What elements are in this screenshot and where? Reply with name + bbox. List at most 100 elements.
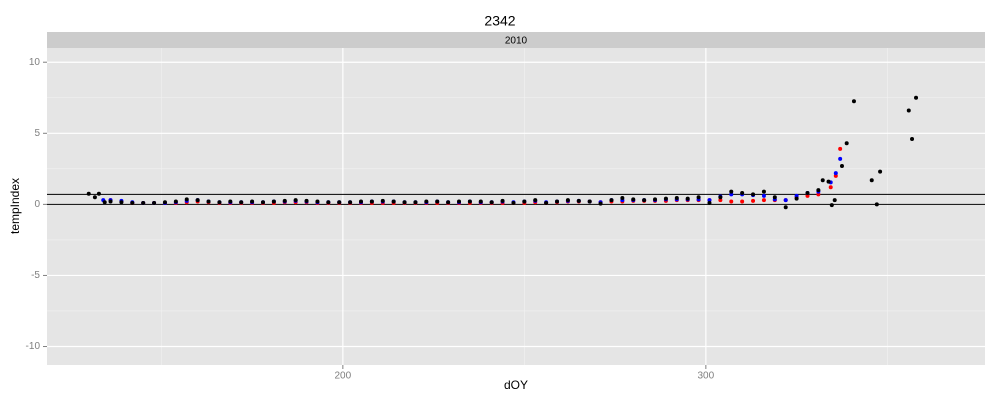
point [141,200,146,205]
point [173,199,178,204]
point [761,193,766,198]
panel [47,48,985,365]
point [914,95,919,100]
point [130,200,135,205]
point [260,200,265,205]
point [348,200,353,205]
point [271,199,276,204]
point [707,200,712,205]
point [489,200,494,205]
point [805,193,810,198]
point [794,193,799,198]
point [402,200,407,205]
point [96,191,101,196]
point [500,198,505,203]
point [844,141,849,146]
point [217,200,222,205]
point [829,203,834,208]
y-tick-label: -5 [31,270,40,281]
point [478,199,483,204]
point [239,200,244,205]
point [86,191,91,196]
point [674,195,679,200]
point [833,171,838,176]
point [838,146,843,151]
point [761,198,766,203]
point [293,198,298,203]
point [826,179,831,184]
point [565,198,570,203]
point [162,200,167,205]
point [707,198,712,203]
point [250,199,255,204]
point [102,200,107,205]
point [544,200,549,205]
point [511,200,516,205]
point [228,199,233,204]
point [878,169,883,174]
x-tick-label: 300 [698,371,715,382]
point [653,197,658,202]
point [620,195,625,200]
point [740,190,745,195]
point [910,136,915,141]
point [718,198,723,203]
point [851,99,856,104]
point [685,196,690,201]
point [729,199,734,204]
point [828,185,833,190]
point [839,163,844,168]
point [576,198,581,203]
point [838,156,843,161]
point [729,192,734,197]
point [794,196,799,201]
y-tick-label: 0 [34,199,40,210]
point [446,200,451,205]
point [435,199,440,204]
facet-strip [47,32,985,48]
point [195,198,200,203]
point [358,199,363,204]
point [869,178,874,183]
point [820,178,825,183]
point [457,199,462,204]
point [772,195,777,200]
y-tick-label: 10 [29,57,41,68]
point [413,200,418,205]
point [751,192,756,197]
point [906,108,911,113]
point [282,198,287,203]
point [816,192,821,197]
y-tick-label: -10 [26,341,41,352]
point [337,200,342,205]
y-axis-title: tempIndex [8,178,22,234]
point [832,198,837,203]
point [598,201,603,206]
point [696,195,701,200]
x-axis-title: dOY [504,378,528,392]
point [609,198,614,203]
point [783,198,788,203]
point [369,199,374,204]
point [184,197,189,202]
point [326,200,331,205]
point [718,195,723,200]
point [391,199,396,204]
point [805,190,810,195]
point [467,199,472,204]
point [152,200,157,205]
chart-title: 2342 [484,13,515,29]
point [108,199,113,204]
point [751,198,756,203]
point [522,199,527,204]
y-tick-label: 5 [34,128,40,139]
point [642,198,647,203]
point [816,188,821,193]
point [761,189,766,194]
point [555,199,560,204]
point [206,199,211,204]
facet-label: 2010 [505,36,528,47]
point [304,198,309,203]
point [729,189,734,194]
